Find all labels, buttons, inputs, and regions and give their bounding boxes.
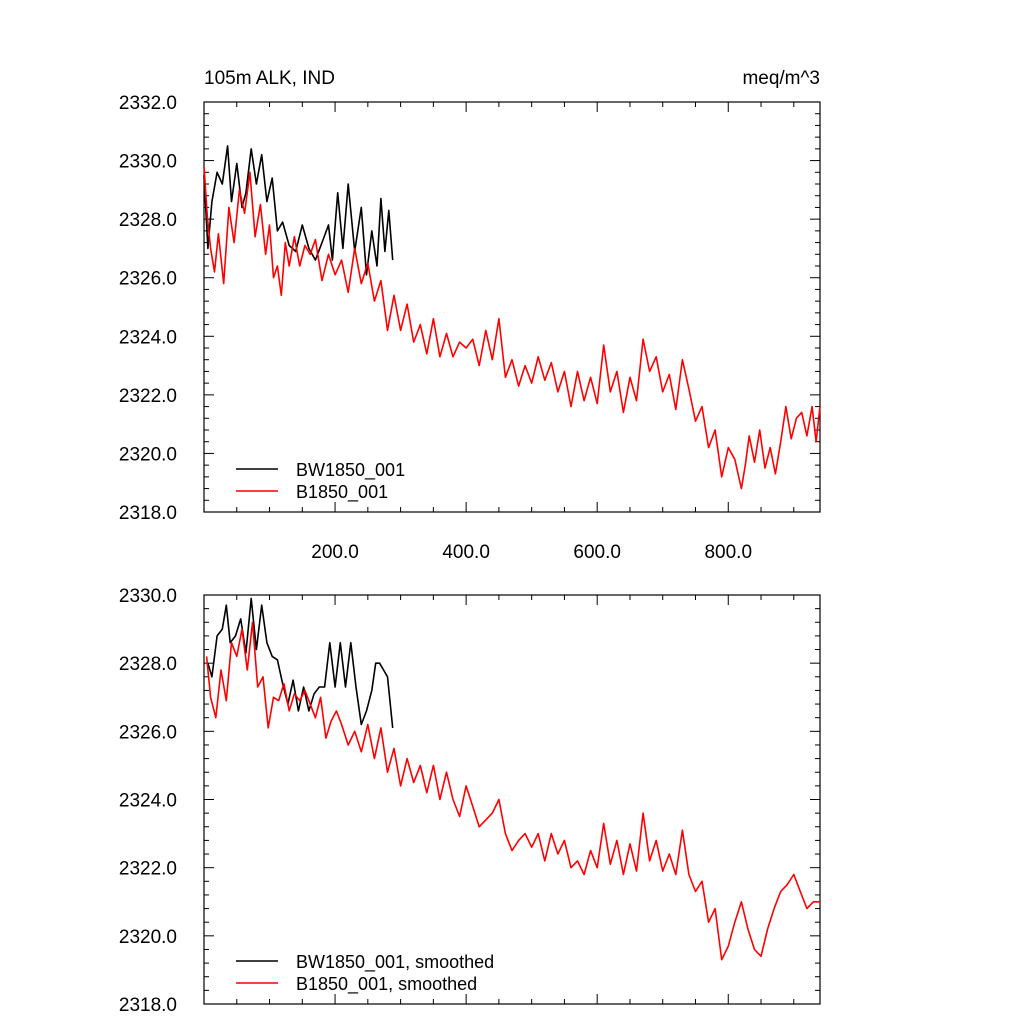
bottom-panel: 2318.0 2320.0 2322.0 2324.0 2326.0 2328.0 2330…	[119, 586, 821, 1016]
panel1-ytick-label: 2326.0	[119, 269, 177, 290]
panel1-xtick-label: 400.0	[442, 542, 490, 563]
panel2-ytick-label: 2328.0	[119, 654, 177, 675]
panel2-ytick-label: 2324.0	[119, 791, 177, 812]
panel2-series-1-line	[207, 597, 394, 728]
panel1-series-1-line	[203, 145, 394, 276]
panel2-ytick-label: 2330.0	[119, 586, 177, 607]
panel1-plot-frame	[203, 101, 821, 513]
panel1-ytick-label: 2322.0	[119, 386, 177, 407]
top-panel-title-left: 105m ALK, IND	[204, 68, 335, 89]
panel1-xtick-label: 200.0	[311, 542, 359, 563]
panel1-series-2-line	[203, 166, 821, 490]
panel2-plot-frame	[203, 594, 821, 1005]
panel1-ytick-label: 2328.0	[119, 210, 177, 231]
panel2-legend-label-1: BW1850_001, smoothed	[296, 952, 494, 973]
panel1-ytick-label: 2320.0	[119, 444, 177, 465]
panel2-series-2-line	[205, 621, 820, 961]
top-panel: 105m ALK, IND meq/m^3 2318.0 2320.0 2322.0…	[119, 68, 821, 563]
panel2-ytick-label: 2320.0	[119, 927, 177, 948]
panel2-ytick-label: 2326.0	[119, 722, 177, 743]
panel2-ytick-label: 2322.0	[119, 859, 177, 880]
panel2-ytick-label: 2318.0	[119, 995, 177, 1016]
panel1-ytick-label: 2318.0	[119, 503, 177, 524]
panel1-legend-label-1: BW1850_001	[296, 460, 405, 481]
panel1-xtick-label: 600.0	[573, 542, 621, 563]
panel1-legend-label-2: B1850_001	[296, 482, 388, 503]
top-panel-title-right: meq/m^3	[742, 68, 820, 89]
panel1-ytick-label: 2324.0	[119, 327, 177, 348]
panel1-ytick-label: 2330.0	[119, 152, 177, 173]
panel1-ytick-label: 2332.0	[119, 93, 177, 114]
panel2-legend-label-2: B1850_001, smoothed	[296, 974, 477, 995]
panel1-xtick-label: 800.0	[704, 542, 752, 563]
